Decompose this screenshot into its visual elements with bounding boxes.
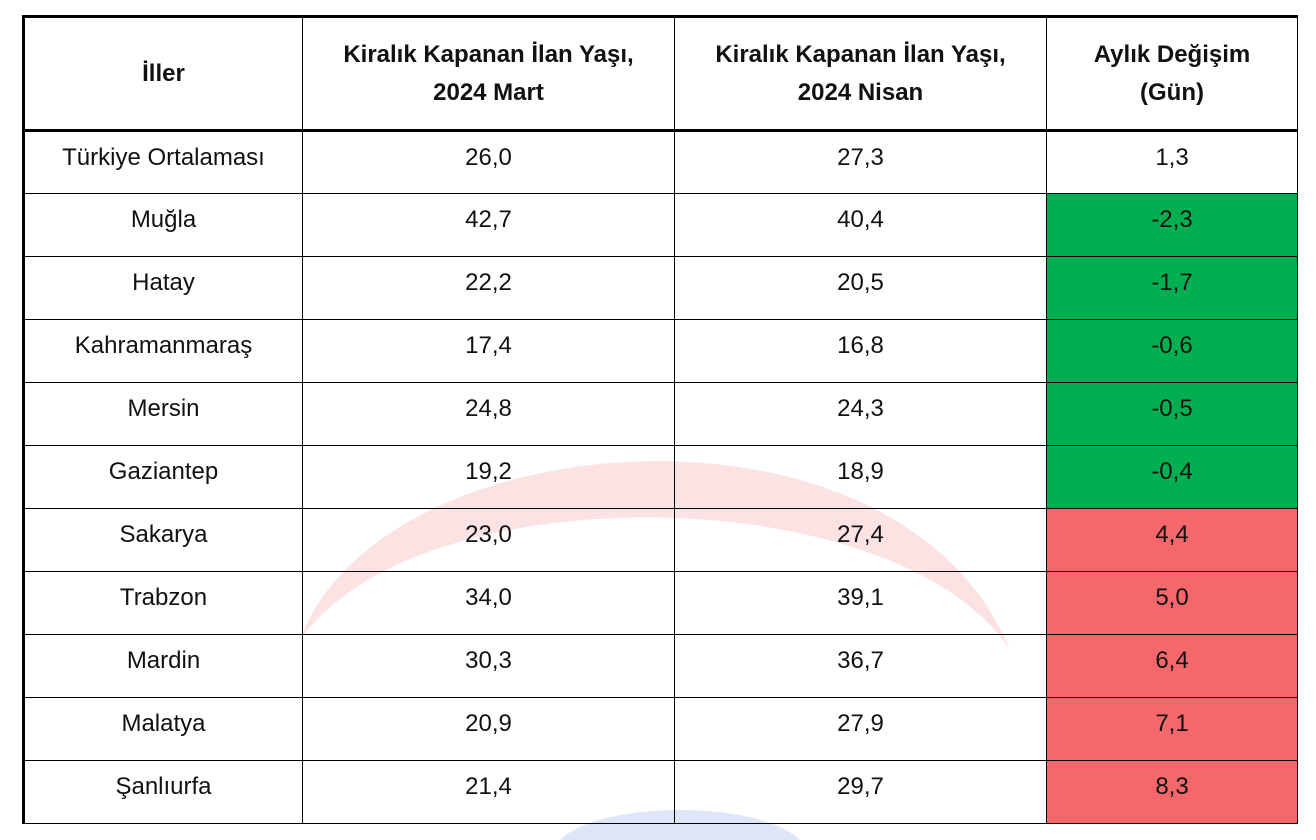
table-cell: 34,0 [302,571,675,635]
table-cell: 19,2 [302,445,675,509]
table-cell: 42,7 [302,193,675,257]
table-cell: 40,4 [674,193,1047,257]
table-cell: -2,3 [1046,193,1298,257]
table-cell: Mersin [22,382,303,446]
table-cell: Muğla [22,193,303,257]
table-cell: 27,3 [674,130,1047,194]
table-cell: Mardin [22,634,303,698]
header-cell: Kiralık Kapanan İlan Yaşı, 2024 Mart [302,15,675,132]
data-table: İller Kiralık Kapanan İlan Yaşı, 2024 Mar… [22,15,1298,824]
table-cell: 8,3 [1046,760,1298,824]
table-cell: Trabzon [22,571,303,635]
header-cell: Aylık Değişim (Gün) [1046,15,1298,132]
table-row: Hatay 22,2 20,5 -1,7 [22,256,1298,320]
table-cell: 22,2 [302,256,675,320]
table-cell: 24,8 [302,382,675,446]
table-cell: 5,0 [1046,571,1298,635]
table-cell: 30,3 [302,634,675,698]
table-row: Muğla 42,7 40,4 -2,3 [22,193,1298,257]
table-cell: 29,7 [674,760,1047,824]
table-row: Türkiye Ortalaması 26,0 27,3 1,3 [22,130,1298,194]
table-cell: -0,4 [1046,445,1298,509]
table-cell: Kahramanmaraş [22,319,303,383]
table-row: Kahramanmaraş 17,4 16,8 -0,6 [22,319,1298,383]
table-cell: Şanlıurfa [22,760,303,824]
table-row: Sakarya 23,0 27,4 4,4 [22,508,1298,572]
table-row: Mersin 24,8 24,3 -0,5 [22,382,1298,446]
table-body: Türkiye Ortalaması 26,0 27,3 1,3 Muğla 42,7 40… [22,130,1298,824]
table-cell: 1,3 [1046,130,1298,194]
table-cell: 24,3 [674,382,1047,446]
table-cell: -1,7 [1046,256,1298,320]
header-row: İller Kiralık Kapanan İlan Yaşı, 2024 Mar… [22,15,1298,132]
table-cell: 16,8 [674,319,1047,383]
table-row: Gaziantep 19,2 18,9 -0,4 [22,445,1298,509]
table-cell: 18,9 [674,445,1047,509]
table-cell: 20,5 [674,256,1047,320]
table-cell: Sakarya [22,508,303,572]
table-cell: 20,9 [302,697,675,761]
table-cell: 26,0 [302,130,675,194]
table-cell: 23,0 [302,508,675,572]
header-cell: Kiralık Kapanan İlan Yaşı, 2024 Nisan [674,15,1047,132]
table-row: Trabzon 34,0 39,1 5,0 [22,571,1298,635]
table-cell: 17,4 [302,319,675,383]
table-cell: -0,6 [1046,319,1298,383]
table-cell: 7,1 [1046,697,1298,761]
table-cell: 27,4 [674,508,1047,572]
header-cell: İller [22,15,303,132]
table-row: Mardin 30,3 36,7 6,4 [22,634,1298,698]
table-cell: Hatay [22,256,303,320]
table-cell: Malatya [22,697,303,761]
table-cell: 27,9 [674,697,1047,761]
table-cell: 39,1 [674,571,1047,635]
table-cell: 4,4 [1046,508,1298,572]
table-row: Malatya 20,9 27,9 7,1 [22,697,1298,761]
table-cell: 36,7 [674,634,1047,698]
table-row: Şanlıurfa 21,4 29,7 8,3 [22,760,1298,824]
table-cell: Gaziantep [22,445,303,509]
table-cell: Türkiye Ortalaması [22,130,303,194]
table-cell: -0,5 [1046,382,1298,446]
table-cell: 6,4 [1046,634,1298,698]
table-cell: 21,4 [302,760,675,824]
